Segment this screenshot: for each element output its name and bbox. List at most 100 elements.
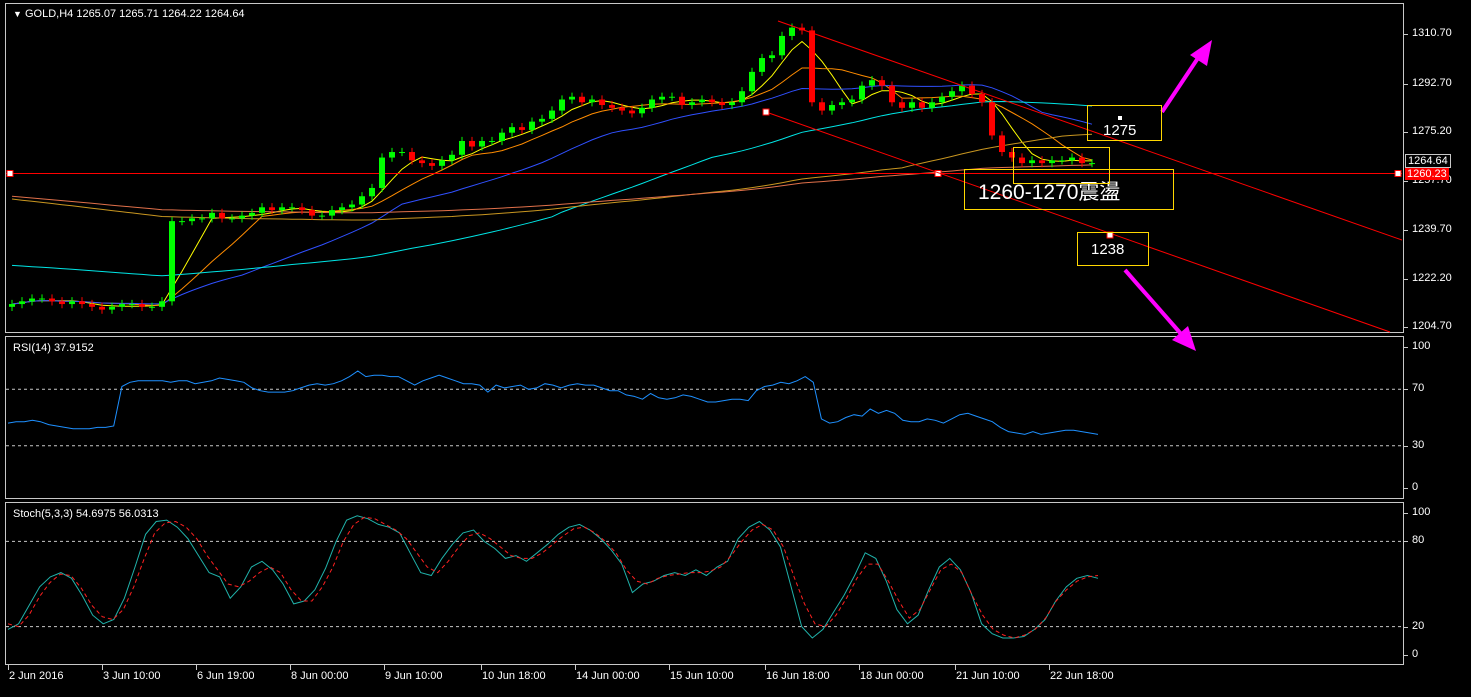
up-arrow-head bbox=[1190, 40, 1212, 66]
candle-body bbox=[379, 157, 385, 188]
axis-label: 30 bbox=[1412, 438, 1425, 451]
x-axis-tick bbox=[384, 665, 385, 670]
candle-body bbox=[609, 105, 615, 108]
candle-body bbox=[49, 298, 55, 302]
stoch-main-line bbox=[7, 515, 1099, 639]
candle-body bbox=[1079, 157, 1085, 164]
ma-salmon-line bbox=[11, 164, 1093, 214]
stoch-signal-line bbox=[7, 516, 1099, 639]
price-pane[interactable] bbox=[5, 3, 1404, 333]
up-arrow-shaft bbox=[1160, 53, 1202, 114]
channel-top-line bbox=[777, 20, 1403, 241]
candle-body bbox=[819, 102, 825, 111]
candle-body bbox=[29, 298, 35, 302]
candle-body bbox=[899, 102, 905, 108]
target-box-1275[interactable]: 1275 bbox=[1087, 105, 1162, 141]
candle-body bbox=[599, 99, 605, 106]
candle-body bbox=[219, 212, 225, 219]
rsi-pane[interactable] bbox=[5, 336, 1404, 499]
candle-body bbox=[269, 207, 275, 211]
axis-tick bbox=[1404, 132, 1408, 134]
candle-body bbox=[459, 140, 465, 155]
x-axis-label: 8 Jun 00:00 bbox=[291, 670, 349, 682]
x-axis-label: 21 Jun 10:00 bbox=[956, 670, 1020, 682]
axis-label: 1222.20 bbox=[1412, 271, 1452, 284]
candle-body bbox=[189, 218, 195, 222]
candle-body bbox=[79, 301, 85, 305]
candle-body bbox=[289, 207, 295, 209]
candle-body bbox=[789, 27, 795, 36]
candle-body bbox=[1069, 157, 1075, 161]
rsi-axis[interactable]: 100 70 30 0 bbox=[1404, 336, 1471, 499]
candle-body bbox=[149, 306, 155, 308]
candle-body bbox=[569, 96, 575, 100]
x-axis-label: 6 Jun 19:00 bbox=[197, 670, 255, 682]
candle-body bbox=[589, 99, 595, 103]
candle-body bbox=[359, 196, 365, 205]
horizontal-line-price-label: 1260.23 bbox=[1405, 167, 1449, 180]
ma-orange-line bbox=[11, 67, 1093, 306]
x-axis-tick bbox=[8, 665, 9, 670]
header-dropdown-icon[interactable]: ▼ bbox=[13, 9, 22, 19]
candle-body bbox=[1049, 160, 1055, 164]
stoch-axis[interactable]: 100 80 20 0 bbox=[1404, 502, 1471, 665]
candle-body bbox=[39, 298, 45, 300]
candle-body bbox=[649, 99, 655, 108]
candle-body bbox=[339, 207, 345, 211]
candle-body bbox=[349, 204, 355, 208]
stoch-pane[interactable] bbox=[5, 502, 1404, 665]
candle-body bbox=[559, 99, 565, 111]
axis-tick bbox=[1404, 445, 1408, 447]
candle-body bbox=[69, 301, 75, 305]
candle-body bbox=[119, 304, 125, 307]
channel-bottom-line bbox=[765, 111, 1391, 333]
line-anchor-point bbox=[6, 170, 14, 178]
candle-body bbox=[959, 85, 965, 92]
x-axis-tick bbox=[102, 665, 103, 670]
axis-label: 80 bbox=[1412, 534, 1425, 547]
candle-body bbox=[449, 154, 455, 161]
candle-body bbox=[979, 93, 985, 103]
candle-body bbox=[239, 215, 245, 219]
axis-label: 0 bbox=[1412, 481, 1419, 493]
candle-body bbox=[879, 80, 885, 86]
target-box-1238[interactable]: 1238 bbox=[1077, 232, 1149, 266]
candle-body bbox=[19, 301, 25, 305]
candle-body bbox=[859, 85, 865, 100]
candle-body bbox=[1029, 160, 1035, 164]
range-label: 1260-1270震盪 bbox=[978, 181, 1121, 204]
channel-anchor-point bbox=[762, 108, 770, 116]
candle-body bbox=[619, 107, 625, 111]
candle-body bbox=[969, 85, 975, 94]
candle-body bbox=[1019, 157, 1025, 164]
ma-blue-line bbox=[11, 84, 1093, 305]
candle-body bbox=[89, 304, 95, 307]
candle-body bbox=[739, 91, 745, 103]
candle-body bbox=[129, 304, 135, 306]
x-axis-tick bbox=[859, 665, 860, 670]
candle-body bbox=[489, 140, 495, 142]
candle-body bbox=[199, 218, 205, 220]
axis-tick bbox=[1404, 513, 1408, 514]
axis-tick bbox=[1404, 180, 1408, 182]
x-axis-label: 9 Jun 10:00 bbox=[385, 670, 443, 682]
x-axis-label: 22 Jun 18:00 bbox=[1050, 670, 1114, 682]
axis-tick bbox=[1404, 327, 1408, 328]
candle-body bbox=[829, 105, 835, 111]
x-axis-tick bbox=[1049, 665, 1050, 670]
range-box-1260-1270[interactable]: 1260-1270震盪 bbox=[964, 169, 1174, 210]
candle-body bbox=[139, 304, 145, 307]
candle-body bbox=[469, 140, 475, 147]
candle-body bbox=[509, 127, 515, 133]
candle-body bbox=[689, 102, 695, 106]
consolidation-box bbox=[1013, 147, 1110, 184]
symbol-ohlc-text: GOLD,H4 1265.07 1265.71 1264.22 1264.64 bbox=[24, 8, 245, 20]
candle-body bbox=[1009, 152, 1015, 158]
axis-label: 100 bbox=[1412, 340, 1431, 352]
down-arrow-head bbox=[1172, 326, 1196, 351]
x-axis-label: 16 Jun 18:00 bbox=[766, 670, 830, 682]
axis-tick bbox=[1404, 626, 1408, 628]
candle-body bbox=[749, 71, 755, 92]
candle-body bbox=[479, 140, 485, 147]
